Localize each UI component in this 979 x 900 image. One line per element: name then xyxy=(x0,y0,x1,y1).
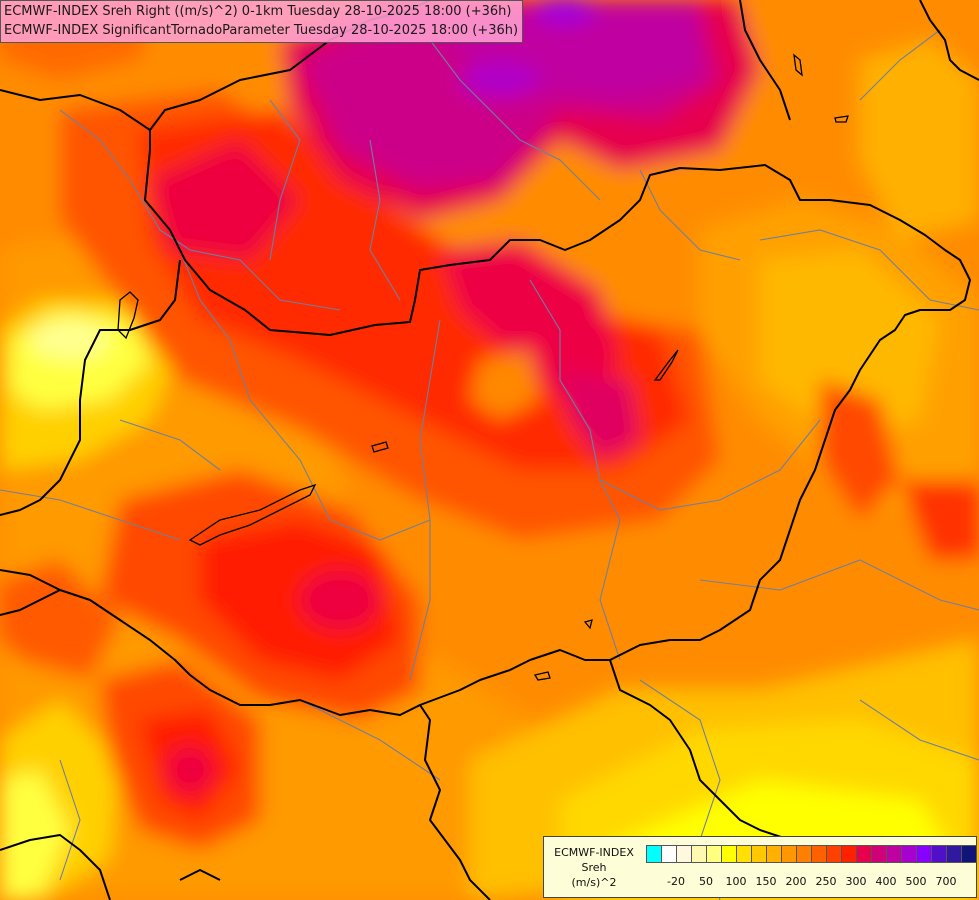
color-legend: ECMWF-INDEX Sreh (m/s)^2 -20 50 100 150 200 2… xyxy=(543,836,977,898)
legend-tick-label: 500 xyxy=(905,875,927,888)
legend-swatch xyxy=(691,845,707,863)
river-tisza-reservoir xyxy=(653,349,679,381)
south-west-border xyxy=(0,834,111,900)
legend-swatch xyxy=(886,845,902,863)
legend-swatch xyxy=(901,845,917,863)
legend-swatch xyxy=(916,845,932,863)
legend-tick-label: 50 xyxy=(699,875,713,888)
south-central-border xyxy=(179,869,221,881)
lake-small-3 xyxy=(793,53,803,77)
southern-border xyxy=(419,704,491,900)
legend-swatch xyxy=(661,845,677,863)
legend-swatch xyxy=(736,845,752,863)
legend-swatch xyxy=(796,845,812,863)
legend-tick-label: 250 xyxy=(815,875,837,888)
legend-tick-label: -20 xyxy=(667,875,685,888)
western-border xyxy=(0,259,181,516)
central-border xyxy=(0,130,971,716)
legend-ticks: -20 50 100 150 200 250 300 400 500 700 xyxy=(646,875,976,891)
legend-model: ECMWF-INDEX xyxy=(554,846,634,859)
map-title-box: ECMWF-INDEX Sreh Right ((m/s)^2) 0-1km T… xyxy=(0,0,524,43)
legend-swatch xyxy=(856,845,872,863)
legend-tick-label: 700 xyxy=(935,875,957,888)
legend-swatch xyxy=(676,845,692,863)
legend-swatch xyxy=(946,845,962,863)
legend-tick-label: 300 xyxy=(845,875,867,888)
legend-unit: (m/s)^2 xyxy=(571,876,617,889)
regional-boundaries xyxy=(0,29,979,900)
legend-swatch xyxy=(706,845,722,863)
legend-swatch xyxy=(931,845,947,863)
legend-swatch xyxy=(766,845,782,863)
legend-tick-label: 200 xyxy=(785,875,807,888)
legend-label: ECMWF-INDEX Sreh (m/s)^2 xyxy=(544,845,644,890)
lake-small-5 xyxy=(533,671,551,681)
legend-tick-label: 150 xyxy=(755,875,777,888)
legend-swatch xyxy=(781,845,797,863)
legend-swatch xyxy=(811,845,827,863)
legend-swatch xyxy=(826,845,842,863)
map-title-line-2: ECMWF-INDEX SignificantTornadoParameter … xyxy=(4,23,519,38)
legend-swatch xyxy=(871,845,887,863)
legend-tick-label: 400 xyxy=(875,875,897,888)
lake-neusiedl xyxy=(117,291,139,340)
legend-tick-label: 100 xyxy=(725,875,747,888)
lakes xyxy=(117,53,849,681)
legend-swatch xyxy=(961,845,977,863)
legend-param: Sreh xyxy=(581,861,607,874)
legend-swatch xyxy=(841,845,857,863)
lake-small-2 xyxy=(834,115,849,123)
legend-swatches xyxy=(646,845,977,863)
lake-small-4 xyxy=(583,619,593,630)
eastern-border xyxy=(919,0,979,81)
lake-balaton xyxy=(188,483,317,546)
legend-swatch xyxy=(646,845,662,863)
legend-swatch xyxy=(721,845,737,863)
lake-small-1 xyxy=(371,441,389,453)
north-east-border xyxy=(739,0,791,121)
inner-western-border xyxy=(0,589,61,616)
legend-swatch xyxy=(751,845,767,863)
map-title-line-1: ECMWF-INDEX Sreh Right ((m/s)^2) 0-1km T… xyxy=(4,4,512,19)
